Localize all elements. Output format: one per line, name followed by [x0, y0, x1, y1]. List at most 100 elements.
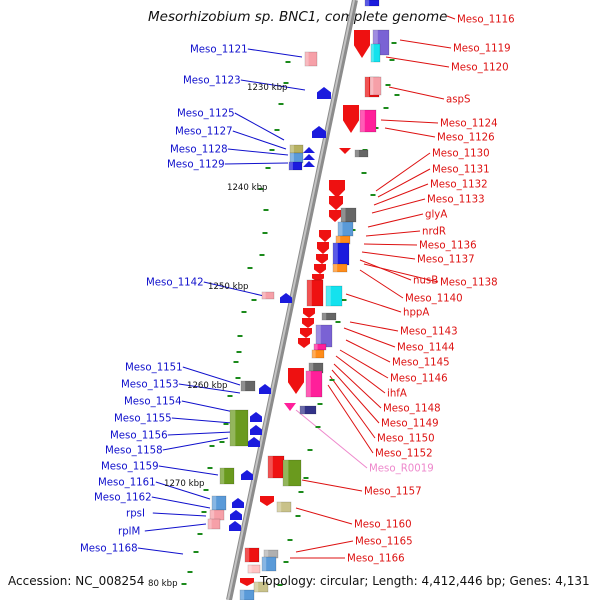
gene-feature-arrow: [329, 196, 343, 210]
tick-mark: [193, 551, 199, 553]
gene-feature-shade: [338, 222, 343, 236]
tick-mark: [317, 403, 323, 405]
gene-feature-shade: [300, 406, 305, 414]
leader-line: [377, 168, 431, 198]
gene-feature-shade: [365, 0, 370, 6]
gene-feature: [253, 581, 269, 593]
leader-line: [335, 355, 386, 394]
gene-feature-arrow: [354, 30, 370, 58]
gene-feature-shade: [289, 162, 293, 170]
gene-feature-shade: [264, 550, 269, 558]
leader-line: [295, 540, 354, 553]
gene-feature-shade: [254, 582, 259, 592]
tick-mark: [235, 377, 241, 379]
gene-feature-shade: [333, 264, 338, 272]
tick-mark: [181, 583, 187, 585]
gene-label: Meso_1129: [167, 160, 225, 171]
gene-feature-arrow: [329, 180, 345, 198]
gene-label: Meso_1166: [347, 554, 405, 565]
gene-feature-shade: [212, 496, 217, 510]
gene-feature-arrow: [280, 293, 292, 303]
gene-feature-shade: [309, 363, 314, 373]
tick-mark: [187, 571, 193, 573]
gene-feature-arrow: [303, 308, 315, 318]
gene-feature: [261, 291, 275, 300]
gene-feature-shade: [307, 280, 312, 306]
gene-label: Meso_1130: [432, 149, 490, 160]
gene-feature: [288, 161, 303, 171]
gene-feature-shade: [240, 590, 245, 600]
scale-label: 1250 kbp: [208, 282, 249, 292]
tick-mark: [394, 94, 400, 96]
leader-line: [331, 369, 380, 424]
gene-label: Meso_1144: [397, 343, 455, 354]
gene-label: Meso_1148: [383, 404, 441, 415]
leader-line: [363, 263, 439, 283]
gene-label: Meso_1121: [190, 45, 248, 56]
scale-label: 1230 kbp: [247, 83, 288, 93]
gene-label: Meso_1160: [354, 520, 412, 531]
tick-mark: [223, 423, 229, 425]
tick-mark: [258, 188, 264, 190]
tick-mark: [389, 59, 395, 61]
leader-line: [446, 15, 456, 20]
gene-feature-shade: [248, 565, 252, 573]
topology-text: Topology: circular; Length: 4,412,446 bp…: [260, 574, 590, 588]
gene-label: rpsI: [126, 509, 145, 520]
gene-label: Meso_1119: [453, 44, 511, 55]
gene-label: ihfA: [387, 389, 407, 400]
gene-feature-arrow: [303, 154, 315, 160]
leader-line: [399, 39, 452, 49]
leader-line: [155, 481, 211, 500]
tick-mark: [236, 351, 242, 353]
tick-mark: [383, 107, 389, 109]
gene-feature: [261, 556, 277, 572]
gene-feature-arrow: [300, 328, 312, 338]
tick-mark: [227, 395, 233, 397]
gene-feature-shade: [370, 77, 374, 95]
gene-label: Meso_1126: [437, 133, 495, 144]
gene-feature-arrow: [312, 126, 326, 138]
map-title: Mesorhizobium sp. BNC1, complete genome: [148, 9, 448, 25]
tick-mark: [233, 361, 239, 363]
gene-label: Meso_1123: [183, 76, 241, 87]
gene-feature-shade: [355, 150, 359, 157]
gene-feature-arrow: [303, 161, 315, 167]
gene-feature-arrow: [250, 425, 262, 435]
tick-mark: [219, 441, 225, 443]
gene-label: Meso_1161: [98, 478, 156, 489]
gene-feature-arrow: [230, 510, 242, 520]
gene-feature-shade: [277, 502, 282, 512]
leader-line: [137, 547, 184, 555]
tick-mark: [303, 477, 309, 479]
gene-feature-arrow: [314, 264, 326, 274]
gene-label: hppA: [403, 308, 429, 319]
gene-label: Meso_1145: [392, 358, 450, 369]
gene-feature-arrow: [329, 210, 341, 222]
gene-label: Meso_1152: [375, 449, 433, 460]
leader-line: [361, 251, 416, 260]
tick-mark: [278, 103, 284, 105]
tick-mark: [259, 254, 265, 256]
gene-label: Meso_1133: [427, 195, 485, 206]
tick-mark: [315, 426, 321, 428]
gene-feature-shade: [241, 381, 246, 391]
gene-label: Meso_1162: [94, 493, 152, 504]
gene-label: Meso_1140: [405, 294, 463, 305]
gene-feature-shade: [220, 468, 225, 484]
gene-label: aspS: [446, 95, 470, 106]
gene-label: Meso_1165: [355, 537, 413, 548]
tick-mark: [287, 539, 293, 541]
gene-label: Meso_1151: [125, 363, 183, 374]
tick-mark: [277, 584, 283, 586]
gene-feature: [364, 0, 380, 7]
leader-line: [329, 375, 376, 439]
gene-feature-arrow: [339, 148, 351, 154]
scale-label: 80 kbp: [148, 579, 178, 589]
gene-label: Meso_1168: [80, 544, 138, 555]
tick-mark: [263, 209, 269, 211]
leader-line: [363, 243, 418, 246]
gene-label: Meso_1131: [432, 165, 490, 176]
gene-label: Meso_1158: [105, 446, 163, 457]
gene-feature-shade: [371, 44, 374, 62]
